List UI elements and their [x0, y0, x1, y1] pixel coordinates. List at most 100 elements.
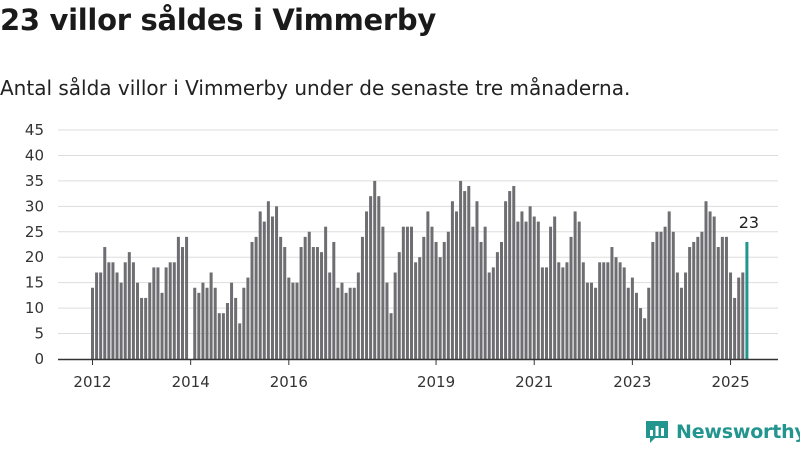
bar: [598, 262, 602, 359]
bar: [495, 252, 499, 359]
bar: [135, 282, 139, 359]
bar: [569, 236, 573, 359]
bar: [356, 272, 360, 359]
bar: [528, 206, 532, 359]
bar: [708, 211, 712, 359]
bar: [426, 211, 430, 359]
bar: [671, 231, 675, 359]
bar: [606, 262, 610, 359]
bar: [193, 287, 197, 359]
bar: [491, 267, 495, 359]
bar: [442, 241, 446, 359]
bar: [696, 236, 700, 359]
x-tick-label: 2012: [73, 373, 111, 391]
chart-title: 23 villor såldes i Vimmerby: [0, 3, 436, 37]
bar: [123, 262, 127, 359]
bar: [712, 216, 716, 359]
bar: [360, 236, 364, 359]
bar: [213, 287, 217, 359]
bar: [344, 292, 348, 359]
bar: [242, 287, 246, 359]
bar: [254, 236, 258, 359]
bar: [540, 267, 544, 359]
bar: [246, 277, 250, 359]
bar: [185, 236, 189, 359]
bar: [324, 226, 328, 359]
bar: [594, 287, 598, 359]
y-tick-label: 45: [25, 121, 44, 139]
x-tick-label: 2025: [711, 373, 749, 391]
y-tick-label: 0: [34, 350, 44, 368]
y-tick-label: 10: [25, 299, 44, 317]
bar: [307, 231, 311, 359]
bar: [377, 196, 381, 359]
bar: [438, 257, 442, 359]
bar: [336, 287, 340, 359]
bar: [716, 247, 720, 359]
bar: [369, 196, 373, 359]
bar: [733, 297, 737, 359]
bar: [172, 262, 176, 359]
bar: [365, 211, 369, 359]
brand-name: Newsworthy: [676, 421, 800, 443]
bar: [217, 313, 221, 359]
bar: [630, 277, 634, 359]
bar: [283, 247, 287, 359]
bar: [373, 180, 377, 359]
bar: [238, 323, 242, 359]
x-tick-label: 2014: [172, 373, 210, 391]
bar: [634, 292, 638, 359]
bar: [397, 252, 401, 359]
bar: [430, 226, 434, 359]
bar: [434, 241, 438, 359]
bar: [180, 247, 184, 359]
y-tick-label: 5: [34, 325, 44, 343]
bar: [279, 236, 283, 359]
bar: [287, 277, 291, 359]
bar: [684, 272, 688, 359]
x-axis-ticks: 2012 2014 2016 2019 2021 2023 2025: [73, 359, 750, 391]
bar: [667, 211, 671, 359]
bar: [221, 313, 225, 359]
bar: [651, 241, 655, 359]
bar: [455, 211, 459, 359]
y-tick-label: 30: [25, 197, 44, 215]
newsworthy-logo-icon: [646, 421, 668, 443]
bar: [422, 236, 426, 359]
bar: [618, 262, 622, 359]
bar: [741, 272, 745, 359]
bar: [160, 292, 164, 359]
bar: [610, 247, 614, 359]
bar: [164, 267, 168, 359]
bar: [626, 287, 630, 359]
x-tick-label: 2021: [515, 373, 553, 391]
bar: [602, 262, 606, 359]
bar: [504, 201, 508, 359]
bar: [414, 262, 418, 359]
bar: [340, 282, 344, 359]
bar: [573, 211, 577, 359]
bar: [581, 262, 585, 359]
bar: [692, 241, 696, 359]
bar: [577, 221, 581, 359]
bar: [115, 272, 119, 359]
bar: [544, 267, 548, 359]
bar: [463, 191, 467, 359]
bar: [111, 262, 115, 359]
bar: [585, 282, 589, 359]
bar: [209, 272, 213, 359]
bar: [270, 216, 274, 359]
bar: [176, 236, 180, 359]
bar: [614, 257, 618, 359]
bar: [250, 241, 254, 359]
bar: [393, 272, 397, 359]
chart-subtitle: Antal sålda villor i Vimmerby under de s…: [0, 76, 631, 100]
y-tick-label: 25: [25, 223, 44, 241]
bar: [675, 272, 679, 359]
bar-highlight: [745, 241, 749, 359]
bar: [688, 247, 692, 359]
bar: [401, 226, 405, 359]
bar: [446, 231, 450, 359]
x-tick-label: 2016: [270, 373, 308, 391]
